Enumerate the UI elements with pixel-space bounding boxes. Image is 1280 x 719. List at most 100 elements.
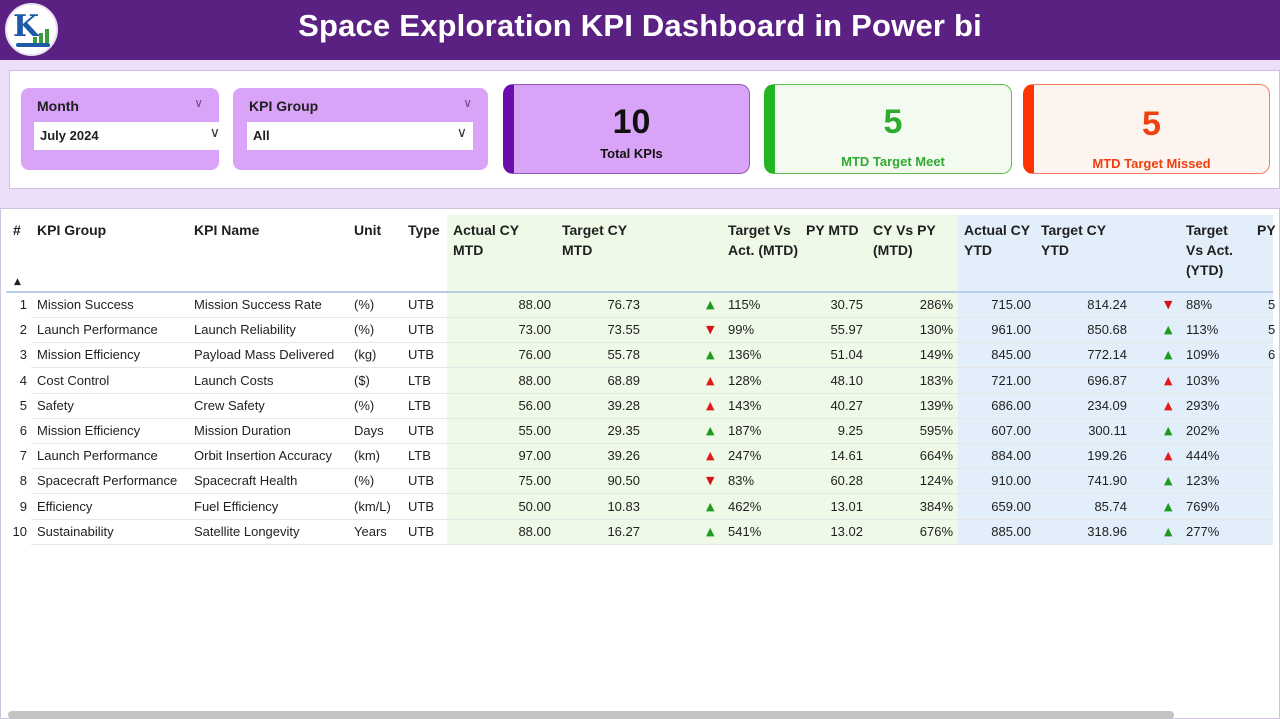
chevron-down-icon[interactable]: ∨ xyxy=(456,125,467,141)
table-row[interactable]: 3 Mission Efficiency Payload Mass Delivere… xyxy=(1,343,1279,369)
cy-vs-py-cell: 139% xyxy=(919,397,953,413)
header-py-mtd[interactable]: PY MTD xyxy=(806,222,859,238)
target-ytd-cell: 772.14 xyxy=(1087,347,1127,363)
kpi-group-slicer[interactable]: KPI Group ∨ All ∨ xyxy=(233,88,488,170)
target-mtd-cell: 39.28 xyxy=(607,397,640,413)
table-row[interactable]: 5 Safety Crew Safety (%) LTB 56.00 39.28 143% 40… xyxy=(1,394,1279,419)
header-actual-cy-mtd[interactable]: Actual CY MTD xyxy=(453,222,519,258)
header-type[interactable]: Type xyxy=(408,222,440,238)
header-cy-vs-py-mtd[interactable]: CY Vs PY (MTD) xyxy=(873,222,936,258)
kpi-group-cell: Mission Efficiency xyxy=(37,423,141,438)
target-mtd-cell: 73.55 xyxy=(607,322,640,338)
actual-mtd-cell: 88.00 xyxy=(518,372,551,388)
dashboard-header: K Space Exploration KPI Dashboard in Pow… xyxy=(0,0,1280,60)
sort-ascending-icon[interactable]: ▲ xyxy=(14,277,21,287)
header-target-cy-ytd[interactable]: Target CY YTD xyxy=(1041,222,1106,258)
header-kpi-name[interactable]: KPI Name xyxy=(194,222,260,238)
chevron-down-icon[interactable]: ∨ xyxy=(209,125,220,141)
target-ytd-cell: 300.11 xyxy=(1088,423,1127,438)
cy-vs-py-cell: 286% xyxy=(919,297,953,312)
ytd-status-arrow-icon: ▲ xyxy=(1164,449,1173,463)
table-row[interactable]: 2 Launch Performance Launch Reliability (%)… xyxy=(1,318,1279,344)
row-number: 10 xyxy=(12,523,27,539)
actual-ytd-cell: 686.00 xyxy=(991,397,1031,413)
table-row[interactable]: 1 Mission Success Mission Success Rate (%) U… xyxy=(1,293,1279,318)
kpi-name-cell: Orbit Insertion Accuracy xyxy=(194,448,332,464)
cy-vs-py-cell: 595% xyxy=(919,423,953,438)
month-dropdown[interactable]: July 2024 ∨ xyxy=(34,122,226,150)
target-vs-act-mtd-cell: 143% xyxy=(728,397,762,413)
ytd-status-arrow-icon: ▲ xyxy=(1164,348,1173,362)
target-ytd-cell: 850.68 xyxy=(1087,322,1127,338)
horizontal-scrollbar[interactable] xyxy=(8,711,1174,719)
collapse-chevron-icon[interactable]: ∨ xyxy=(463,96,472,110)
target-mtd-cell: 55.78 xyxy=(607,347,640,363)
ytd-status-arrow-icon: ▲ xyxy=(1164,323,1173,337)
kpi-group-cell: Safety xyxy=(37,397,74,413)
cy-vs-py-cell: 183% xyxy=(919,372,953,388)
actual-mtd-cell: 88.00 xyxy=(518,523,551,539)
ytd-column-group xyxy=(958,215,1273,545)
month-slicer-label: Month xyxy=(37,98,79,114)
row-divider xyxy=(31,317,1273,318)
cy-vs-py-cell: 130% xyxy=(919,322,953,338)
header-py[interactable]: PY xyxy=(1257,222,1276,238)
header-target-cy-mtd[interactable]: Target CY MTD xyxy=(562,222,627,258)
type-cell: UTB xyxy=(408,423,434,438)
row-number: 8 xyxy=(19,473,27,489)
table-row[interactable]: 9 Efficiency Fuel Efficiency (km/L) UTB 50.00… xyxy=(1,495,1279,520)
row-divider xyxy=(31,367,1273,369)
table-row[interactable]: 6 Mission Efficiency Mission Duration Days U… xyxy=(1,419,1279,444)
kpi-name-cell: Launch Costs xyxy=(194,372,274,388)
target-vs-act-ytd-cell: 109% xyxy=(1186,347,1220,363)
row-number: 7 xyxy=(19,448,27,464)
row-number: 5 xyxy=(19,397,27,413)
header-kpi-group[interactable]: KPI Group xyxy=(37,222,107,238)
kpi-table[interactable]: # KPI Group KPI Name Unit Type Actual CY… xyxy=(0,208,1280,719)
row-divider xyxy=(31,518,1273,520)
target-vs-act-mtd-cell: 83% xyxy=(728,473,755,489)
target-vs-act-ytd-cell: 103% xyxy=(1186,372,1220,388)
actual-mtd-cell: 73.00 xyxy=(518,322,551,338)
target-vs-act-ytd-cell: 769% xyxy=(1186,498,1220,514)
header-unit[interactable]: Unit xyxy=(354,222,382,238)
kpi-group-dropdown[interactable]: All ∨ xyxy=(247,122,473,150)
actual-mtd-cell: 55.00 xyxy=(518,423,551,438)
target-vs-act-mtd-cell: 247% xyxy=(728,448,762,464)
py-mtd-cell: 30.75 xyxy=(830,297,863,312)
header-actual-cy-ytd[interactable]: Actual CY YTD xyxy=(964,222,1030,258)
table-row[interactable]: 8 Spacecraft Performance Spacecraft Health… xyxy=(1,469,1279,495)
unit-cell: Years xyxy=(354,523,387,539)
header-num[interactable]: # xyxy=(13,222,21,238)
kpi-group-cell: Mission Success xyxy=(37,297,134,312)
py-mtd-cell: 60.28 xyxy=(830,473,863,489)
py-mtd-cell: 13.02 xyxy=(830,523,863,539)
mtd-status-arrow-icon: ▲ xyxy=(706,499,715,513)
unit-cell: (%) xyxy=(354,297,375,312)
unit-cell: ($) xyxy=(354,372,370,388)
company-logo-icon: K xyxy=(5,3,58,56)
py-mtd-cell: 48.10 xyxy=(830,372,863,388)
target-vs-act-ytd-cell: 444% xyxy=(1186,448,1220,464)
header-target-vs-act-ytd[interactable]: Target Vs Act. (YTD) xyxy=(1186,222,1233,278)
table-row[interactable]: 7 Launch Performance Orbit Insertion Accur… xyxy=(1,444,1279,470)
mtd-status-arrow-icon: ▲ xyxy=(706,298,715,311)
target-ytd-cell: 199.26 xyxy=(1087,448,1127,464)
row-number: 1 xyxy=(19,297,27,312)
header-target-vs-act-mtd[interactable]: Target Vs Act. (MTD) xyxy=(728,222,798,258)
mtd-target-missed-caption: MTD Target Missed xyxy=(1092,156,1211,171)
row-divider xyxy=(31,493,1273,495)
table-row[interactable]: 10 Sustainability Satellite Longevity Years… xyxy=(1,520,1279,545)
actual-mtd-cell: 50.00 xyxy=(518,498,551,514)
mtd-status-arrow-icon: ▲ xyxy=(706,524,715,538)
unit-cell: (%) xyxy=(354,397,375,413)
month-slicer[interactable]: Month ∨ July 2024 ∨ xyxy=(21,88,226,170)
table-row[interactable]: 4 Cost Control Launch Costs ($) LTB 88.00 68.8… xyxy=(1,369,1279,394)
target-vs-act-mtd-cell: 115% xyxy=(728,297,761,312)
actual-ytd-cell: 845.00 xyxy=(991,347,1031,363)
ytd-status-arrow-icon: ▲ xyxy=(1164,499,1173,513)
mtd-target-missed-value: 5 xyxy=(1142,105,1161,143)
cy-vs-py-cell: 664% xyxy=(919,448,953,464)
collapse-chevron-icon[interactable]: ∨ xyxy=(194,96,203,110)
cy-vs-py-cell: 149% xyxy=(919,347,953,363)
